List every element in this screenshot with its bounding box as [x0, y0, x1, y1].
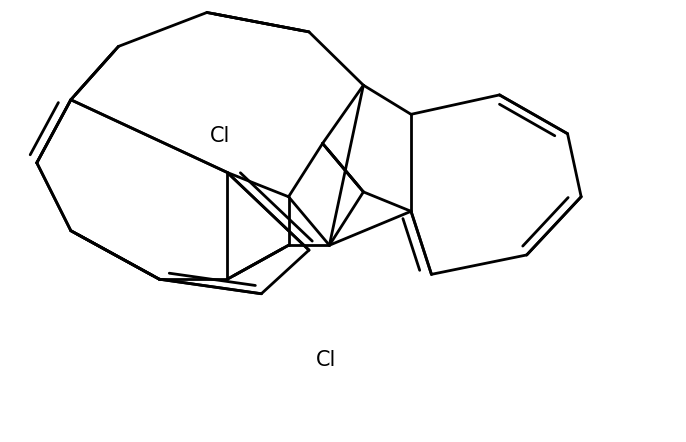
Text: Cl: Cl: [211, 126, 230, 146]
Text: Cl: Cl: [316, 350, 336, 370]
